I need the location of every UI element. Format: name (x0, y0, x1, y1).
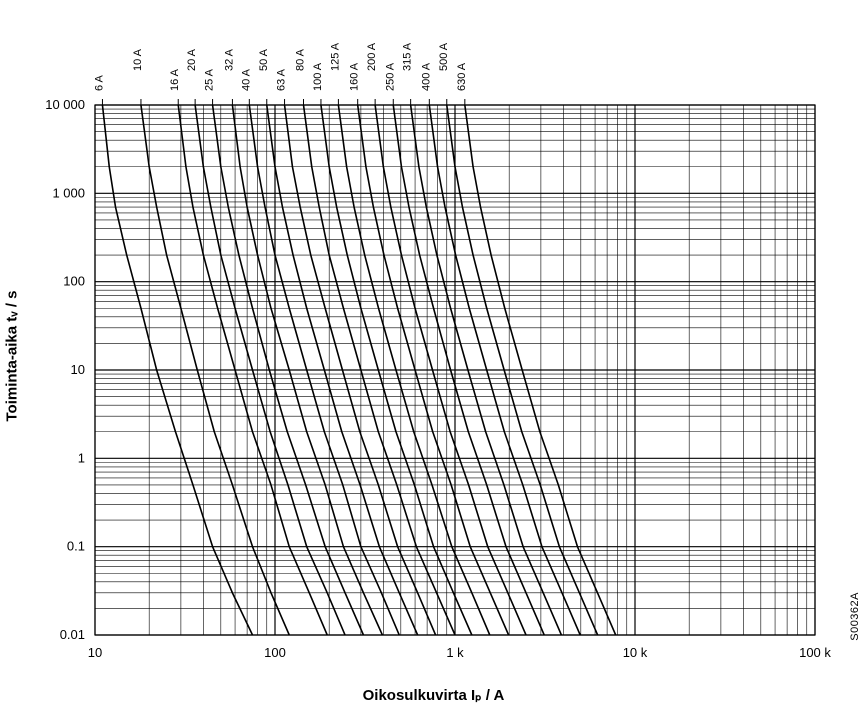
y-tick-label: 1 (78, 450, 85, 465)
y-axis-label: Toiminta-aika tᵥ / s (4, 290, 21, 421)
series-label: 125 A (329, 42, 341, 71)
x-tick-label: 10 k (623, 645, 648, 660)
series-label: 20 A (186, 48, 198, 71)
y-tick-label: 1 000 (52, 185, 85, 200)
series-label: 16 A (169, 68, 181, 91)
series-label: 25 A (204, 68, 216, 91)
series-label: 250 A (384, 62, 396, 91)
series-label: 32 A (223, 48, 235, 71)
x-tick-label: 1 k (446, 645, 464, 660)
series-label: 200 A (366, 42, 378, 71)
series-label: 100 A (312, 62, 324, 91)
series-label: 6 A (93, 74, 105, 91)
x-tick-label: 10 (88, 645, 102, 660)
y-tick-label: 0.01 (60, 627, 85, 642)
x-tick-label: 100 k (799, 645, 831, 660)
series-label: 40 A (240, 68, 252, 91)
y-tick-label: 0.1 (67, 539, 85, 554)
series-label: 500 A (438, 42, 450, 71)
series-label: 160 A (349, 62, 361, 91)
chart-svg: 10 100 1 k 10 k 100 k 0.01 0.1 1 10 100 1 000 10 00… (0, 0, 867, 712)
figure-reference-code: S00362A (849, 592, 861, 641)
series-label: 10 A (132, 48, 144, 71)
series-label: 630 A (456, 62, 468, 91)
x-tick-label: 100 (264, 645, 286, 660)
series-label: 63 A (276, 68, 288, 91)
fuse-time-current-chart: Toiminta-aika tᵥ / s Oikosulkuvirta Iₚ /… (0, 0, 867, 712)
series-label: 400 A (420, 62, 432, 91)
series-label: 315 A (402, 42, 414, 71)
y-tick-label: 10 (71, 362, 85, 377)
series-label: 80 A (295, 48, 307, 71)
y-tick-label: 100 (63, 274, 85, 289)
x-axis-label: Oikosulkuvirta Iₚ / A (363, 686, 505, 704)
series-label: 50 A (258, 48, 270, 71)
y-tick-label: 10 000 (45, 97, 85, 112)
